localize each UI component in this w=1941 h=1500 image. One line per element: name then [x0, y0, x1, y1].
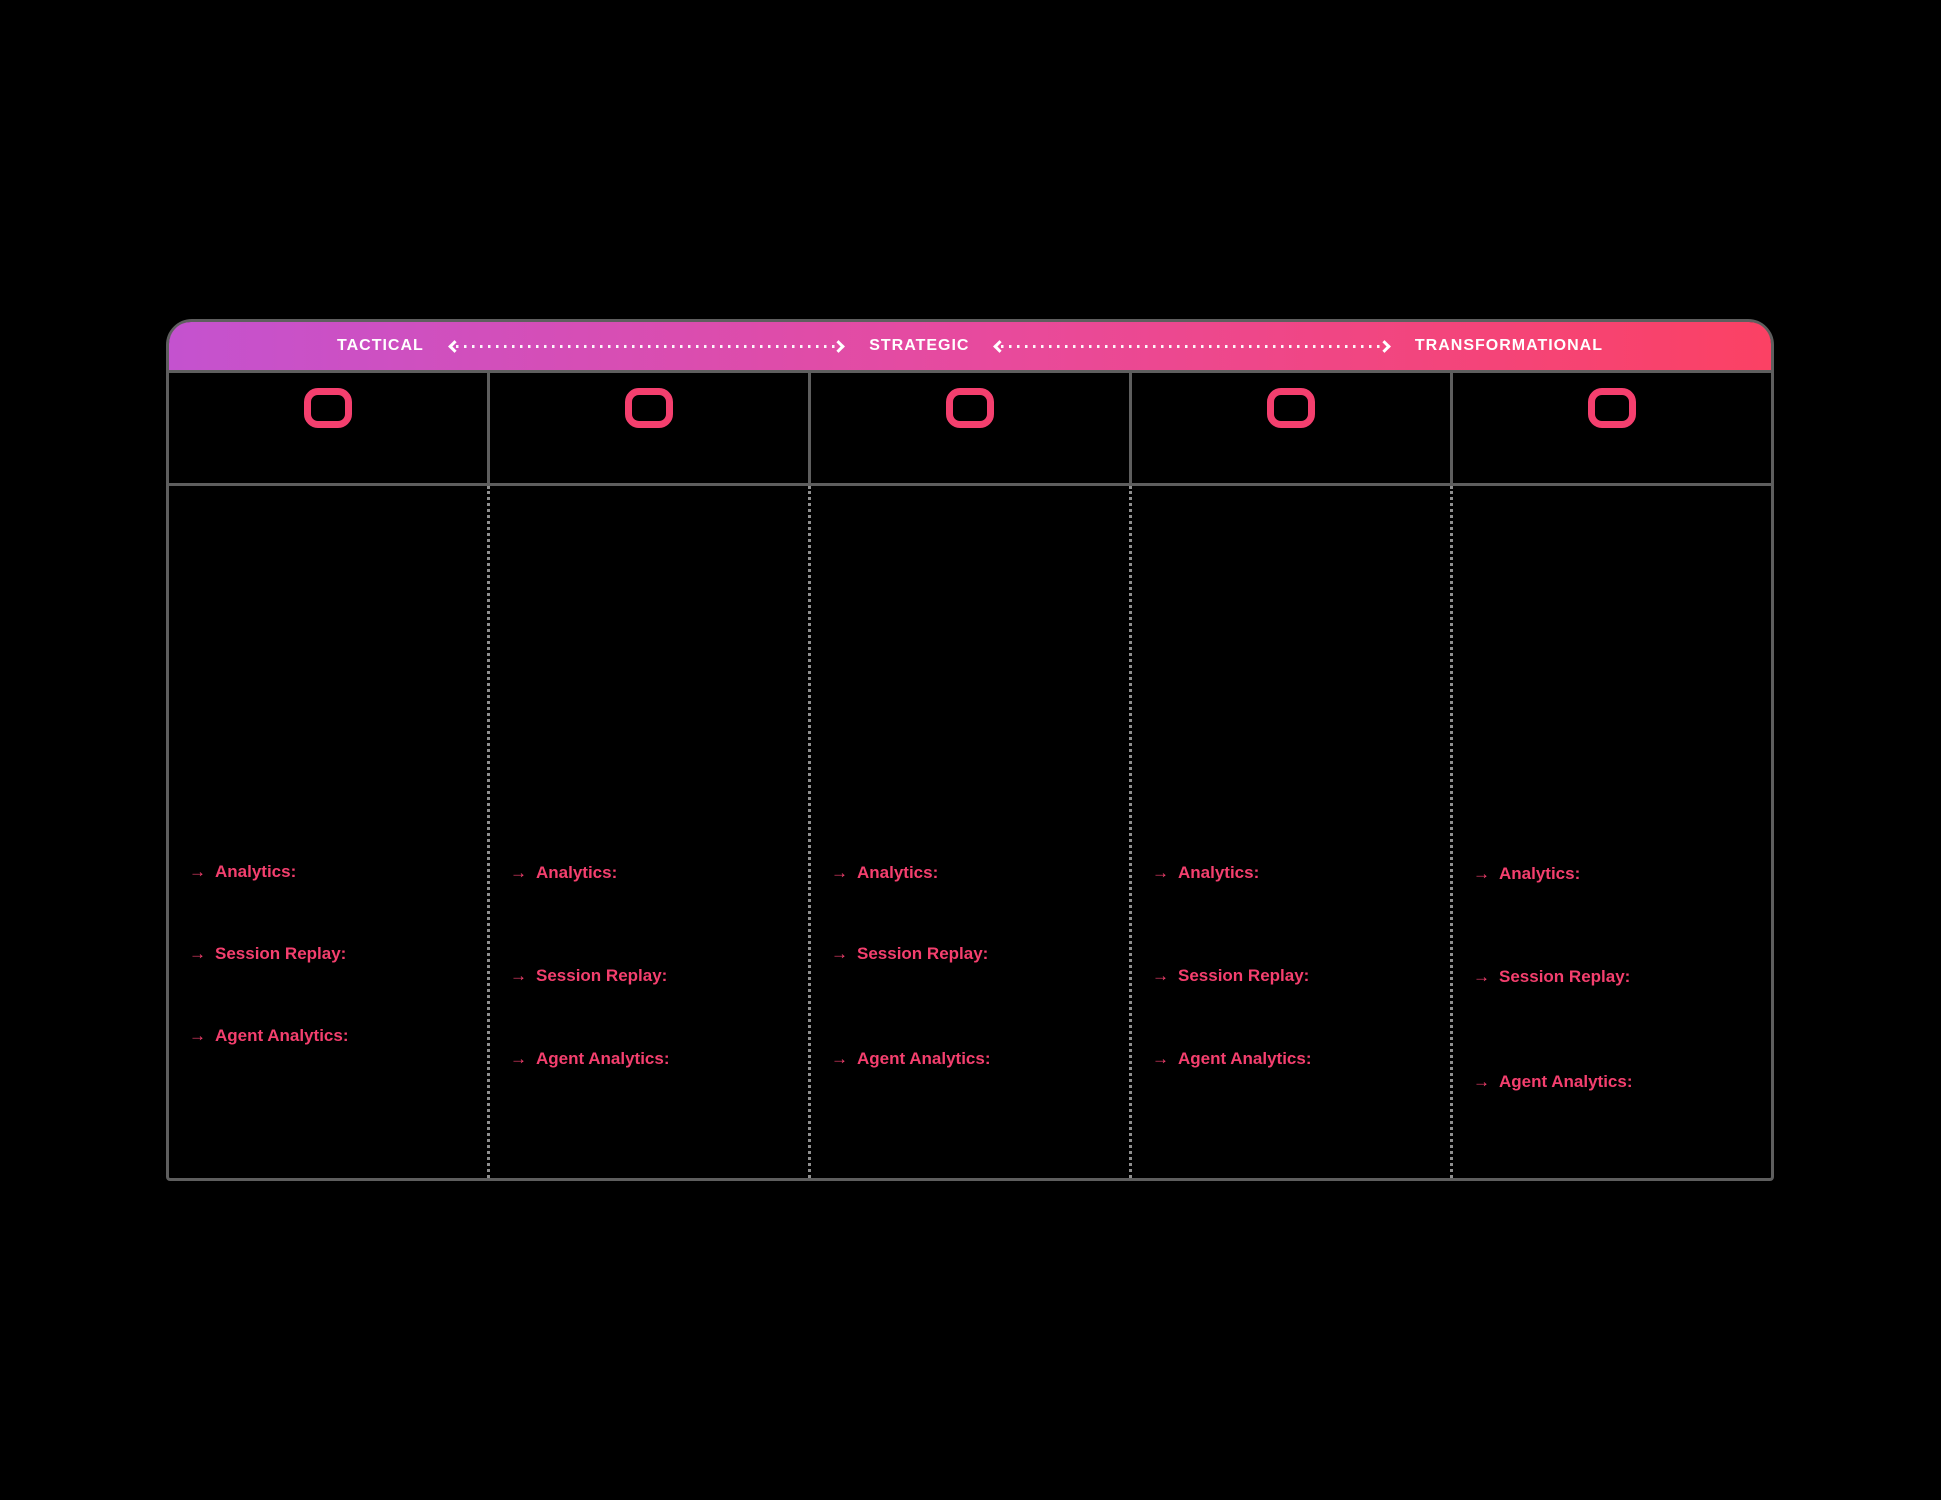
feature-label-session-replay: → Session Replay: [1152, 966, 1309, 986]
feature-label-analytics: → Analytics: [1473, 864, 1580, 884]
dotted-line [455, 344, 838, 348]
feature-label-text: Session Replay: [215, 944, 347, 963]
rounded-rect-logo-placeholder-icon [304, 388, 352, 428]
feature-label-analytics: → Analytics: [510, 863, 617, 883]
feature-label-text: Session Replay: [857, 944, 989, 963]
feature-label-text: Session Replay: [1499, 967, 1631, 986]
arrow-right-icon: → [189, 1026, 206, 1045]
logo-cell-4 [1129, 373, 1450, 483]
column-1: → Analytics: → Session Replay: → Agent A… [169, 486, 487, 1178]
feature-label-analytics: → Analytics: [1152, 863, 1259, 883]
arrow-right-icon: → [831, 1049, 848, 1068]
feature-label-session-replay: → Session Replay: [189, 944, 346, 964]
feature-label-text: Agent Analytics: [1499, 1072, 1633, 1091]
logo-cell-2 [487, 373, 808, 483]
maturity-stages-header: TACTICAL STRATEGIC TRANSFORMATIONAL [169, 322, 1771, 370]
stage-label-transformational: TRANSFORMATIONAL [1414, 337, 1603, 354]
feature-label-text: Analytics: [1178, 863, 1260, 882]
arrow-right-icon: → [189, 862, 206, 881]
feature-label-text: Analytics: [857, 863, 939, 882]
column-5: → Analytics: → Session Replay: → Agent A… [1450, 486, 1771, 1178]
feature-label-agent-analytics: → Agent Analytics: [189, 1026, 349, 1046]
arrow-right-icon: → [510, 1049, 527, 1068]
logo-row [169, 370, 1771, 486]
feature-label-agent-analytics: → Agent Analytics: [831, 1049, 991, 1069]
feature-label-text: Agent Analytics: [215, 1026, 349, 1045]
feature-label-text: Agent Analytics: [857, 1049, 991, 1068]
dotted-line [1001, 344, 1383, 348]
feature-label-text: Analytics: [215, 862, 297, 881]
logo-cell-1 [169, 373, 487, 483]
feature-label-analytics: → Analytics: [831, 863, 938, 883]
chevron-left-icon [993, 339, 1007, 353]
rounded-rect-logo-placeholder-icon [625, 388, 673, 428]
arrow-right-icon: → [1152, 966, 1169, 985]
feature-label-text: Analytics: [536, 863, 618, 882]
rounded-rect-logo-placeholder-icon [946, 388, 994, 428]
maturity-matrix-table: TACTICAL STRATEGIC TRANSFORMATIONAL [166, 319, 1774, 1181]
feature-label-agent-analytics: → Agent Analytics: [1473, 1072, 1633, 1092]
feature-label-analytics: → Analytics: [189, 862, 296, 882]
feature-label-text: Analytics: [1499, 864, 1581, 883]
arrow-right-icon: → [1152, 863, 1169, 882]
dotted-double-arrow [993, 339, 1391, 353]
arrow-right-icon: → [831, 944, 848, 963]
feature-label-text: Agent Analytics: [1178, 1049, 1312, 1068]
column-3: → Analytics: → Session Replay: → Agent A… [808, 486, 1129, 1178]
column-4: → Analytics: → Session Replay: → Agent A… [1129, 486, 1450, 1178]
feature-label-text: Session Replay: [1178, 966, 1310, 985]
chevron-left-icon [447, 339, 461, 353]
feature-label-session-replay: → Session Replay: [1473, 967, 1630, 987]
arrow-right-icon: → [1473, 1072, 1490, 1091]
feature-label-agent-analytics: → Agent Analytics: [510, 1049, 670, 1069]
column-2: → Analytics: → Session Replay: → Agent A… [487, 486, 808, 1178]
rounded-rect-logo-placeholder-icon [1588, 388, 1636, 428]
arrow-right-icon: → [1473, 864, 1490, 883]
feature-comparison-row: → Analytics: → Session Replay: → Agent A… [169, 486, 1771, 1178]
arrow-right-icon: → [510, 966, 527, 985]
chevron-right-icon [1378, 339, 1391, 353]
arrow-right-icon: → [189, 944, 206, 963]
logo-cell-3 [808, 373, 1129, 483]
arrow-right-icon: → [1473, 967, 1490, 986]
feature-label-agent-analytics: → Agent Analytics: [1152, 1049, 1312, 1069]
logo-cell-5 [1450, 373, 1771, 483]
feature-label-session-replay: → Session Replay: [831, 944, 988, 964]
arrow-right-icon: → [1152, 1049, 1169, 1068]
feature-label-text: Session Replay: [536, 966, 668, 985]
arrow-right-icon: → [831, 863, 848, 882]
arrow-right-icon: → [510, 863, 527, 882]
stage-label-tactical: TACTICAL [337, 337, 424, 354]
stage-label-strategic: STRATEGIC [869, 337, 970, 354]
rounded-rect-logo-placeholder-icon [1267, 388, 1315, 428]
feature-label-text: Agent Analytics: [536, 1049, 670, 1068]
chevron-right-icon [832, 339, 846, 353]
dotted-double-arrow [447, 339, 846, 353]
feature-label-session-replay: → Session Replay: [510, 966, 667, 986]
